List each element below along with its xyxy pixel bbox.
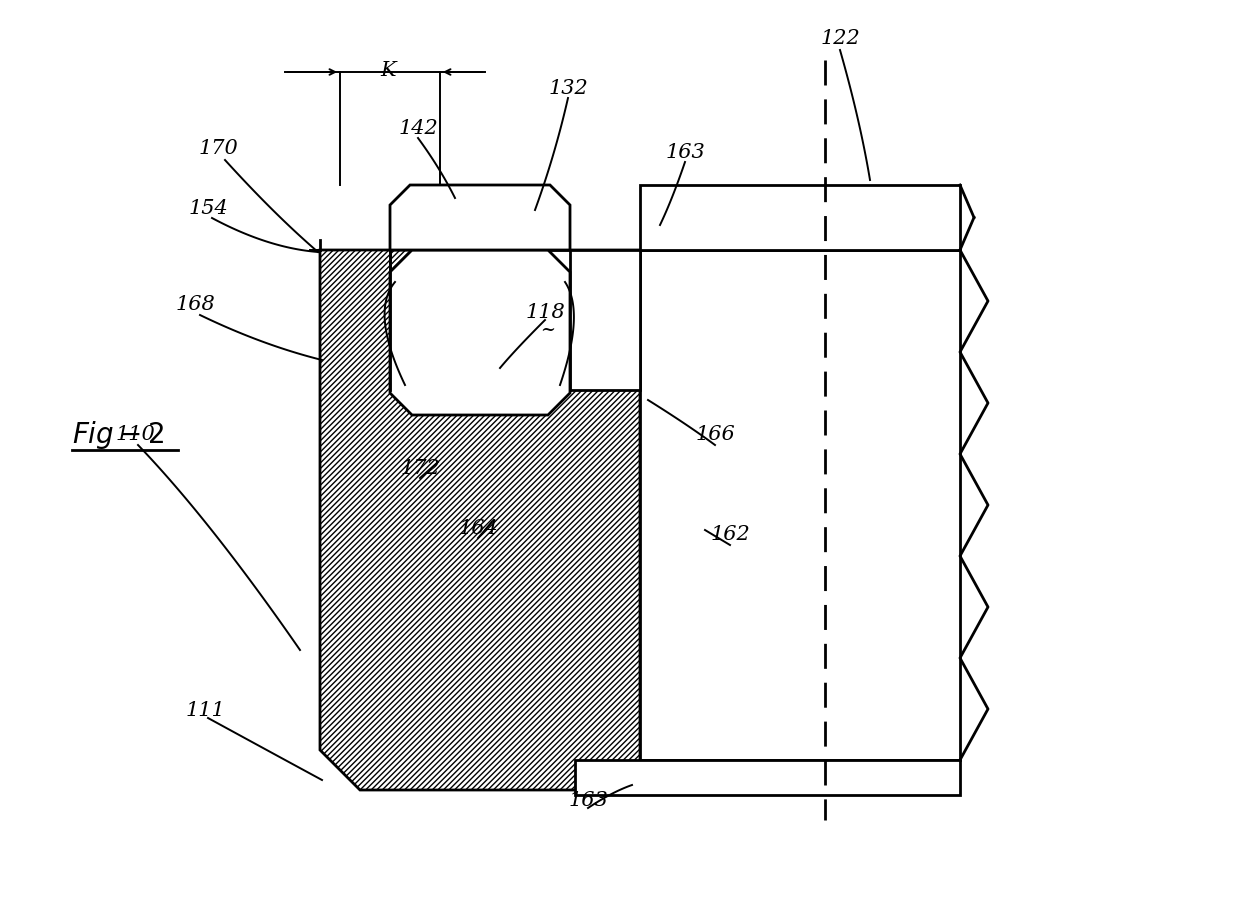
- Text: 111: 111: [185, 701, 224, 720]
- Polygon shape: [391, 250, 570, 415]
- Text: 110: 110: [115, 425, 155, 445]
- Text: 168: 168: [175, 295, 215, 315]
- Polygon shape: [391, 250, 640, 390]
- Polygon shape: [320, 250, 640, 790]
- Text: ~: ~: [541, 321, 556, 339]
- Text: 154: 154: [188, 198, 228, 217]
- Text: 142: 142: [398, 118, 438, 137]
- Text: K: K: [381, 61, 396, 79]
- Polygon shape: [391, 185, 570, 250]
- Text: 164: 164: [458, 518, 498, 537]
- Text: 132: 132: [548, 78, 588, 97]
- Text: 166: 166: [696, 425, 735, 445]
- Text: $\it{Fig-2}$: $\it{Fig-2}$: [72, 419, 164, 451]
- Text: 162: 162: [711, 525, 750, 544]
- Text: 118: 118: [525, 303, 565, 322]
- Text: 170: 170: [198, 138, 238, 157]
- Polygon shape: [640, 250, 960, 760]
- Text: 163: 163: [665, 143, 704, 162]
- Text: 163: 163: [568, 791, 608, 810]
- Polygon shape: [640, 185, 960, 250]
- Polygon shape: [575, 760, 960, 795]
- Text: 172: 172: [401, 458, 440, 477]
- Text: 122: 122: [820, 28, 859, 47]
